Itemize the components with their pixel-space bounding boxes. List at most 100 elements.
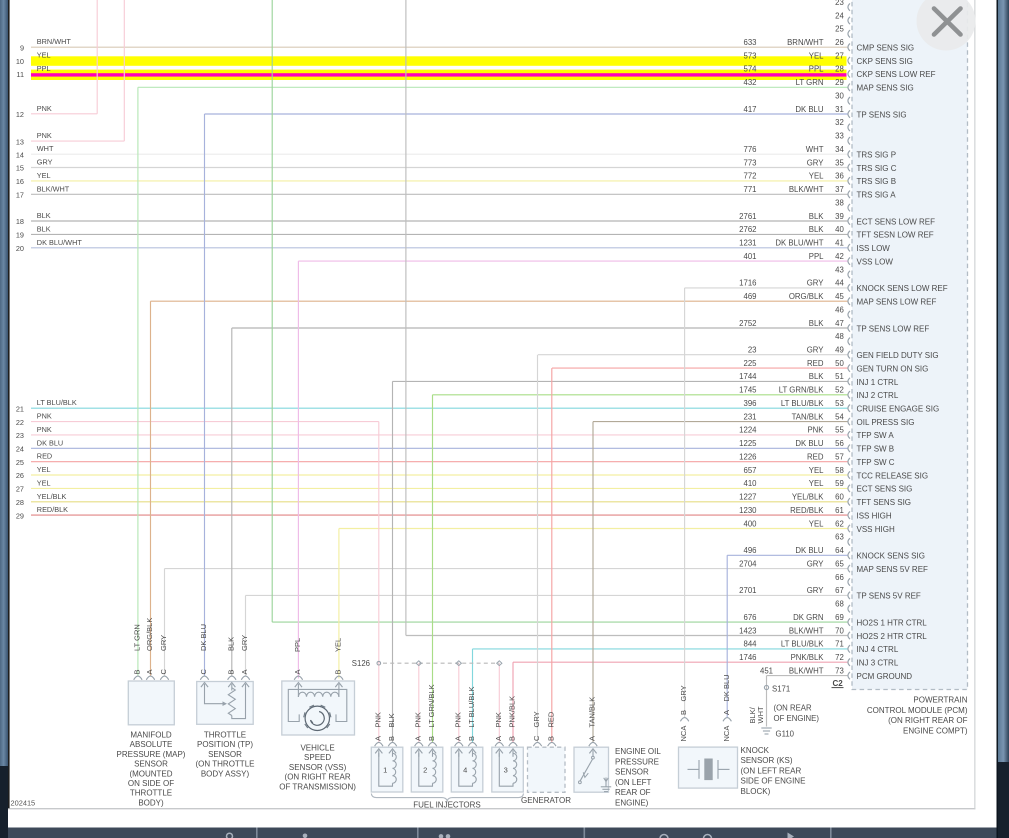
svg-text:68: 68 — [835, 600, 844, 609]
svg-text:1746: 1746 — [739, 653, 756, 662]
svg-text:HO2S 2 HTR CTRL: HO2S 2 HTR CTRL — [857, 632, 928, 641]
svg-text:YEL/BLK: YEL/BLK — [37, 492, 67, 501]
svg-text:THROTTLE: THROTTLE — [204, 731, 246, 740]
svg-text:LT BLU/BLK: LT BLU/BLK — [467, 687, 476, 728]
svg-text:432: 432 — [743, 78, 756, 87]
svg-text:BLK: BLK — [809, 212, 825, 221]
svg-text:SIDE OF ENGINE: SIDE OF ENGINE — [741, 777, 806, 786]
svg-text:231: 231 — [743, 412, 756, 421]
svg-text:61: 61 — [835, 506, 844, 515]
svg-text:BLK/WHT: BLK/WHT — [789, 666, 824, 675]
svg-text:657: 657 — [743, 466, 756, 475]
svg-text:13: 13 — [16, 137, 24, 146]
svg-text:BLK/: BLK/ — [748, 706, 757, 723]
svg-text:38: 38 — [835, 198, 844, 207]
svg-text:TRS SIG A: TRS SIG A — [857, 191, 897, 200]
svg-text:15: 15 — [16, 164, 24, 173]
svg-text:MAP SENS LOW REF: MAP SENS LOW REF — [857, 298, 937, 307]
svg-text:A: A — [453, 736, 462, 741]
svg-text:400: 400 — [743, 519, 757, 528]
svg-text:HO2S 1 HTR CTRL: HO2S 1 HTR CTRL — [857, 618, 928, 627]
svg-text:YEL: YEL — [809, 466, 824, 475]
svg-text:1226: 1226 — [739, 453, 756, 462]
svg-text:31: 31 — [835, 105, 844, 114]
svg-text:71: 71 — [835, 640, 844, 649]
svg-text:TP SENS 5V REF: TP SENS 5V REF — [857, 592, 921, 601]
svg-text:RED: RED — [807, 359, 824, 368]
svg-text:PNK: PNK — [37, 412, 52, 421]
svg-text:2704: 2704 — [739, 559, 757, 568]
svg-text:9: 9 — [20, 43, 24, 52]
svg-text:GRY: GRY — [807, 559, 825, 568]
svg-text:BRN/WHT: BRN/WHT — [37, 37, 72, 46]
svg-text:18: 18 — [16, 217, 24, 226]
svg-text:ORG/BLK: ORG/BLK — [145, 618, 154, 651]
svg-text:23: 23 — [835, 0, 844, 7]
svg-text:DK BLU: DK BLU — [795, 439, 824, 448]
svg-text:20: 20 — [16, 244, 24, 253]
svg-text:RED: RED — [37, 452, 52, 461]
svg-text:REAR OF: REAR OF — [615, 788, 651, 797]
svg-text:GRY: GRY — [159, 635, 168, 651]
svg-text:B: B — [334, 669, 343, 674]
svg-text:CONTROL MODULE (PCM): CONTROL MODULE (PCM) — [867, 706, 968, 715]
svg-text:776: 776 — [743, 145, 756, 154]
svg-text:1744: 1744 — [739, 372, 757, 381]
svg-text:BLOCK): BLOCK) — [741, 787, 771, 796]
svg-text:17: 17 — [16, 191, 24, 200]
svg-text:TP SENS LOW REF: TP SENS LOW REF — [857, 324, 930, 333]
svg-text:GRY: GRY — [240, 635, 249, 651]
svg-text:TRS SIG P: TRS SIG P — [857, 151, 897, 160]
svg-text:CMP SENS SIG: CMP SENS SIG — [857, 44, 915, 53]
svg-text:OF TRANSMISSION): OF TRANSMISSION) — [279, 782, 356, 791]
svg-text:28: 28 — [835, 65, 844, 74]
svg-text:A: A — [373, 736, 382, 741]
svg-text:574: 574 — [743, 65, 757, 74]
svg-text:21: 21 — [16, 404, 24, 413]
svg-text:ORG/BLK: ORG/BLK — [789, 292, 824, 301]
svg-text:TAN/BLK: TAN/BLK — [792, 412, 825, 421]
svg-text:19: 19 — [16, 231, 24, 240]
svg-text:ON SIDE OF: ON SIDE OF — [128, 779, 174, 788]
svg-text:ENGINE): ENGINE) — [615, 799, 649, 808]
svg-text:SPEED: SPEED — [304, 753, 331, 762]
svg-text:65: 65 — [835, 559, 844, 568]
svg-text:LT GRN/BLK: LT GRN/BLK — [427, 684, 436, 727]
svg-text:B: B — [226, 669, 235, 674]
svg-text:33: 33 — [835, 132, 844, 141]
svg-text:KNOCK SENS SIG: KNOCK SENS SIG — [857, 552, 925, 561]
svg-text:51: 51 — [835, 372, 844, 381]
svg-text:25: 25 — [16, 458, 24, 467]
svg-text:DK BLU: DK BLU — [37, 438, 63, 447]
svg-text:WHT: WHT — [756, 706, 765, 723]
svg-text:SENSOR: SENSOR — [208, 750, 242, 759]
svg-text:YEL: YEL — [37, 51, 51, 60]
svg-text:30: 30 — [835, 92, 844, 101]
svg-text:55: 55 — [835, 426, 844, 435]
svg-text:A: A — [413, 736, 422, 741]
svg-text:DK BLU: DK BLU — [199, 624, 208, 651]
svg-text:1225: 1225 — [739, 439, 757, 448]
svg-text:45: 45 — [835, 292, 844, 301]
svg-text:3: 3 — [504, 765, 508, 774]
svg-text:DK BLU: DK BLU — [795, 546, 824, 555]
svg-text:THROTTLE: THROTTLE — [130, 789, 172, 798]
svg-text:TFP SW B: TFP SW B — [857, 445, 895, 454]
svg-text:773: 773 — [743, 158, 756, 167]
svg-text:11: 11 — [16, 70, 24, 79]
svg-text:PNK: PNK — [37, 425, 52, 434]
svg-text:ECT SENS LOW REF: ECT SENS LOW REF — [857, 217, 936, 226]
svg-text:29: 29 — [16, 511, 24, 520]
svg-text:10: 10 — [16, 57, 24, 66]
svg-text:43: 43 — [835, 265, 844, 274]
svg-text:POSITION (TP): POSITION (TP) — [197, 740, 253, 749]
svg-text:50: 50 — [835, 359, 844, 368]
svg-text:PNK: PNK — [807, 426, 824, 435]
svg-text:PNK: PNK — [494, 712, 503, 727]
svg-text:B: B — [467, 736, 476, 741]
svg-text:A: A — [240, 669, 249, 674]
svg-text:64: 64 — [835, 546, 844, 555]
svg-text:BLK: BLK — [226, 637, 235, 651]
svg-text:YEL: YEL — [37, 171, 51, 180]
svg-text:(ON THROTTLE: (ON THROTTLE — [196, 760, 255, 769]
